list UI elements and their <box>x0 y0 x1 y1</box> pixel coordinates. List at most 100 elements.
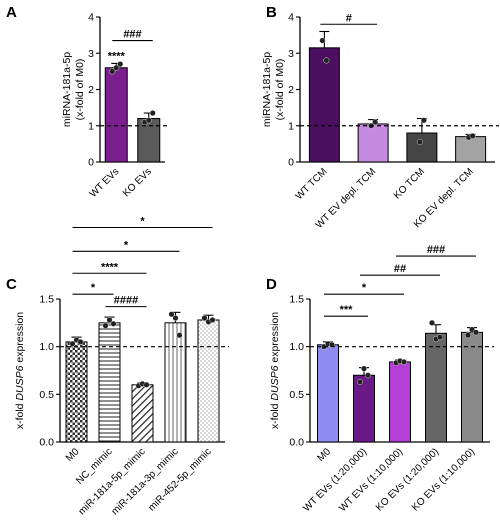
data-point <box>465 332 472 339</box>
y-axis-label-part: x-fold <box>14 401 26 430</box>
data-point <box>469 132 476 139</box>
significance-label: * <box>362 282 367 294</box>
significance-label: **** <box>108 50 126 62</box>
significance-label: #### <box>114 295 138 307</box>
panel-d: D 0.0 0.5 1.0 1.5 x-fold DUSP6 expression M0WT… <box>266 244 494 514</box>
category-label: miR-452-5p_mimic <box>147 446 214 513</box>
significance-label: * <box>140 216 145 228</box>
y-axis-label: x-fold DUSP6 expression <box>269 312 281 429</box>
y-tick-label: 3 <box>88 48 94 60</box>
bar <box>461 331 483 443</box>
y-tick-label: 0.0 <box>39 437 54 449</box>
data-point <box>145 117 152 124</box>
y-tick-label: 1 <box>88 120 94 132</box>
bar <box>425 332 447 443</box>
data-point <box>113 64 120 71</box>
data-point <box>361 365 368 372</box>
y-axis-label: x-fold DUSP6 expression <box>14 312 26 429</box>
y-tick-label: 3 <box>288 48 294 60</box>
significance-label: * <box>124 239 129 251</box>
category-label: WT TCM <box>294 166 330 202</box>
y-tick-label: 4 <box>88 12 94 24</box>
panel-letter: C <box>6 276 17 293</box>
category-label: M0 <box>316 446 334 464</box>
y-tick-label: 1 <box>288 120 294 132</box>
y-axis-label-gene: DUSP6 <box>269 365 281 400</box>
bar <box>197 319 220 443</box>
data-point <box>102 322 109 329</box>
data-point <box>110 320 117 327</box>
bar <box>164 322 187 443</box>
significance-label: *** <box>340 304 354 316</box>
panel-letter: A <box>6 4 17 21</box>
data-point <box>372 119 379 126</box>
y-tick-label: 1.0 <box>289 341 304 353</box>
bar <box>406 132 438 163</box>
y-axis-label-part: expression <box>14 312 26 366</box>
category-label: KO EVs <box>121 166 154 199</box>
panel-letter: D <box>266 276 277 293</box>
bar <box>131 384 154 443</box>
y-tick-label: 0 <box>288 157 294 169</box>
panel-letter: B <box>266 4 277 21</box>
panel-c: C0.00.51.01.5x-fold DUSP6 expressionM0NC… <box>6 216 229 517</box>
y-axis-label: miRNA-181a-5p(x-fold of M0) <box>61 52 86 127</box>
category-label: WT EVs (1:10,000) <box>337 446 405 514</box>
data-point <box>420 117 427 124</box>
data-point <box>401 358 408 365</box>
y-tick-label: 0.0 <box>289 437 304 449</box>
bar <box>353 374 375 443</box>
y-tick-label: 2 <box>88 84 94 96</box>
significance-label: ### <box>427 244 445 256</box>
bar <box>455 136 487 163</box>
data-point <box>319 37 326 44</box>
data-point <box>149 110 156 117</box>
bar <box>137 118 161 163</box>
data-point <box>168 311 175 318</box>
significance-label: **** <box>101 261 119 273</box>
data-point <box>437 334 444 341</box>
bar <box>65 341 88 443</box>
significance-label: ### <box>123 29 141 41</box>
data-point <box>172 315 179 322</box>
bar <box>317 344 339 443</box>
data-point <box>357 378 364 385</box>
y-axis-label: miRNA-181a-5p(x-fold of M0) <box>261 52 286 127</box>
data-point <box>143 381 150 388</box>
significance-label: # <box>346 12 352 24</box>
data-point <box>429 319 436 326</box>
category-label: WT EVs <box>88 166 122 200</box>
data-point <box>416 139 423 146</box>
significance-label: ## <box>394 263 406 275</box>
y-axis-label-part: expression <box>269 312 281 366</box>
data-point <box>323 57 330 64</box>
y-axis-label-line2: (x-fold of M0) <box>74 59 86 121</box>
y-tick-label: 0.5 <box>39 389 54 401</box>
data-point <box>365 372 372 379</box>
y-axis-label-line2: (x-fold of M0) <box>274 59 286 121</box>
y-tick-label: 2 <box>288 84 294 96</box>
data-point <box>77 338 84 345</box>
y-axis-label-line1: miRNA-181a-5p <box>61 52 73 127</box>
y-tick-label: 0 <box>88 157 94 169</box>
y-axis-label-part: x-fold <box>269 401 281 430</box>
significance-label: * <box>91 282 96 294</box>
y-tick-label: 1.0 <box>39 341 54 353</box>
bar <box>389 361 411 443</box>
bar <box>357 123 389 163</box>
y-tick-label: 1.5 <box>39 294 54 306</box>
data-point <box>117 61 124 68</box>
data-point <box>106 316 113 323</box>
data-point <box>201 315 208 322</box>
y-axis-label-line1: miRNA-181a-5p <box>261 52 273 127</box>
data-point <box>176 332 183 339</box>
panel-a: A 0 1 2 3 4 miRNA-181a-5p(x-fold of M0) WT EVs K… <box>6 4 169 200</box>
data-point <box>69 340 76 347</box>
data-point <box>209 316 216 323</box>
bar <box>104 67 128 163</box>
data-point <box>109 68 116 75</box>
category-label: KO TCM <box>392 166 427 201</box>
y-tick-label: 0.5 <box>289 389 304 401</box>
